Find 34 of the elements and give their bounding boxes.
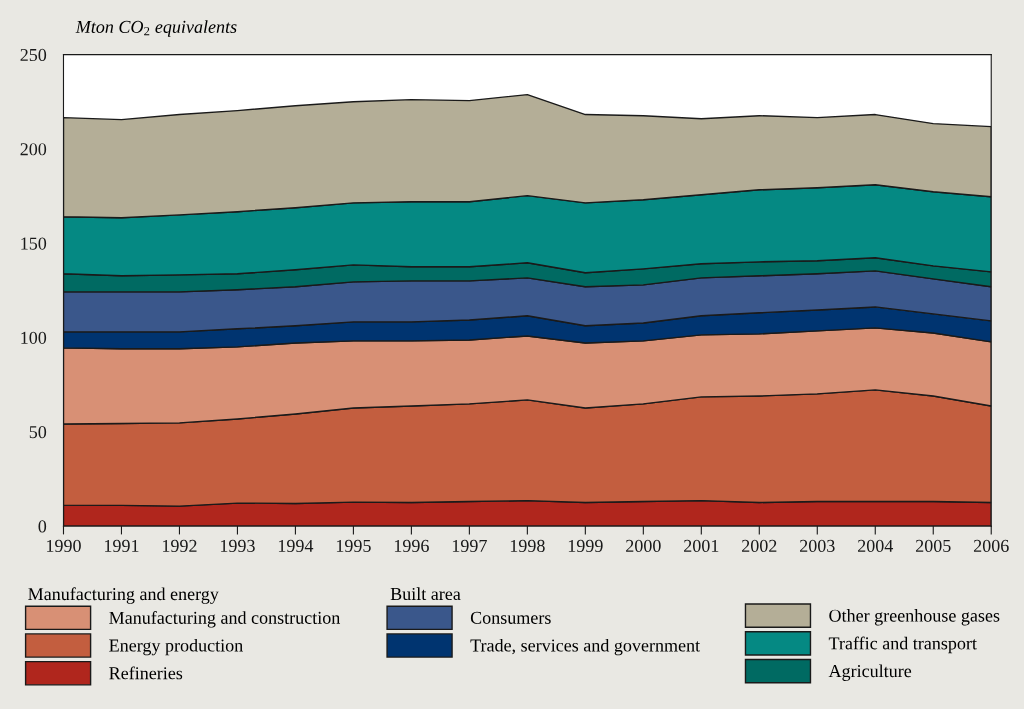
y-tick-label: 250 (20, 48, 47, 62)
y-axis-title: Mton CO$_{2}$ equivalents (75, 20, 237, 37)
legend-label: Other greenhouse gases (829, 609, 1000, 626)
x-tick-label: 2000 (626, 539, 661, 552)
y-tick-label: 200 (20, 143, 47, 156)
x-tick-label: 1999 (568, 539, 603, 552)
text: Built area (390, 587, 461, 601)
x-tick-label: 1990 (47, 539, 81, 552)
x-tick-label: 2001 (684, 539, 719, 552)
x-tick-label: 2005 (915, 539, 951, 552)
y-tick-label: 0 (38, 520, 47, 533)
x-tick-label: 1994 (278, 539, 314, 552)
legend-label: Refineries (109, 666, 183, 680)
x-tick-label: 1992 (162, 539, 197, 552)
x-tick-label: 2002 (742, 539, 777, 552)
x-tick-label: 1993 (220, 539, 255, 552)
x-tick-label: 2006 (973, 539, 1009, 552)
text: Manufacturing and energy (28, 587, 219, 604)
x-tick-label: 2003 (800, 539, 835, 552)
y-tick-label: 100 (21, 331, 47, 344)
x-tick-label: 1991 (105, 539, 139, 552)
y-tick-label: 150 (21, 237, 47, 250)
x-tick-label: 1995 (336, 539, 371, 552)
x-tick-label: 1998 (510, 539, 545, 552)
y-tick-label: 50 (29, 426, 47, 439)
legend-label: Energy production (109, 638, 243, 656)
legend-label: Traffic and transport (828, 636, 977, 654)
legend-label: Agriculture (828, 664, 912, 681)
legend-label: Manufacturing and construction (109, 611, 341, 628)
legend-label: Consumers (470, 611, 551, 624)
x-tick-label: 1996 (394, 539, 429, 552)
x-tick-label: 2004 (858, 539, 894, 552)
x-tick-label: 1997 (452, 539, 487, 552)
legend-label: Trade, services and government (470, 638, 700, 656)
